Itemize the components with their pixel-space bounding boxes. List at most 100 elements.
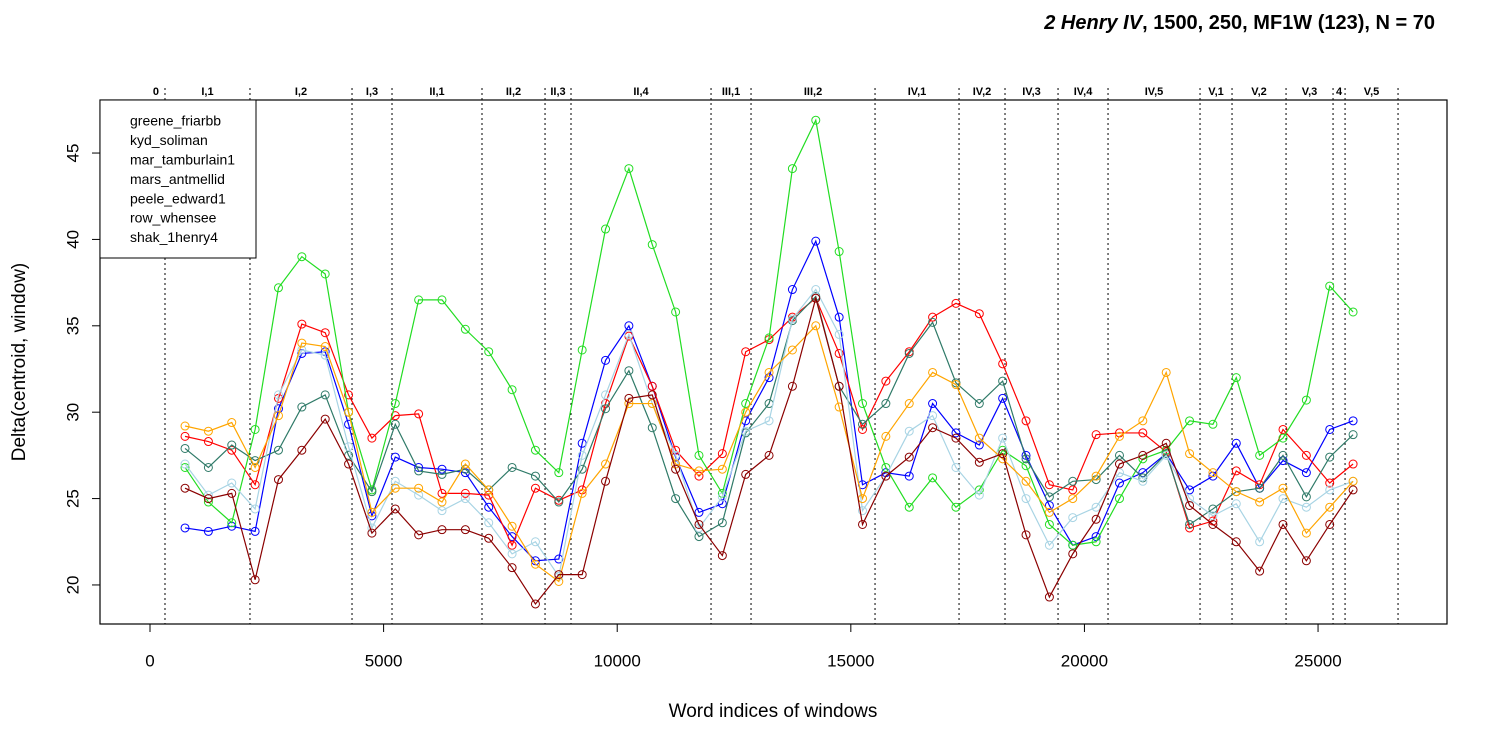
point	[367, 433, 377, 443]
x-tick-label: 0	[145, 651, 154, 670]
point	[834, 247, 844, 257]
x-tick-label: 20000	[1061, 651, 1108, 670]
point	[1348, 485, 1358, 495]
point	[1325, 452, 1335, 462]
point	[1138, 468, 1148, 478]
scene-label: IV,3	[1022, 86, 1041, 98]
scene-label: IV,5	[1145, 86, 1164, 98]
point	[858, 399, 868, 409]
point	[344, 390, 354, 400]
point	[1021, 530, 1031, 540]
scene-label: IV,2	[973, 86, 992, 98]
point	[1278, 433, 1288, 443]
point	[787, 381, 797, 391]
point	[601, 390, 611, 400]
point	[1255, 537, 1265, 547]
point	[1044, 492, 1054, 502]
legend-entry: greene_friarbb	[130, 113, 221, 129]
point	[881, 471, 891, 481]
point	[764, 416, 774, 426]
scene-label: II,2	[506, 86, 521, 98]
point	[881, 399, 891, 409]
point	[577, 570, 587, 580]
scene-label: 4	[1336, 86, 1343, 98]
point	[390, 504, 400, 514]
point	[577, 438, 587, 448]
scene-label: I,3	[366, 86, 378, 98]
point	[951, 298, 961, 308]
point	[273, 475, 283, 485]
chart-title: 2 Henry IV, 1500, 250, MF1W (123), N = 7…	[1043, 12, 1435, 34]
point	[881, 431, 891, 441]
point	[1301, 502, 1311, 512]
point	[741, 347, 751, 357]
y-tick-label: 25	[63, 489, 82, 508]
series	[180, 236, 1358, 566]
point	[741, 426, 751, 436]
point	[717, 499, 727, 509]
point	[414, 295, 424, 305]
point	[1138, 476, 1148, 486]
point	[203, 494, 213, 504]
point	[1114, 459, 1124, 469]
point	[647, 390, 657, 400]
scene-label: V,3	[1302, 86, 1318, 98]
point	[928, 411, 938, 421]
scene-label: III,1	[722, 86, 740, 98]
point	[1068, 540, 1078, 550]
point	[601, 404, 611, 414]
point	[484, 485, 494, 495]
point	[1161, 367, 1171, 377]
point	[694, 519, 704, 529]
point	[227, 478, 237, 488]
point	[437, 295, 447, 305]
point	[530, 471, 540, 481]
point	[203, 462, 213, 472]
y-tick-label: 30	[63, 403, 82, 422]
point	[811, 115, 821, 125]
point	[180, 523, 190, 533]
point	[1231, 466, 1241, 476]
point	[741, 407, 751, 417]
scene-label: IV,4	[1074, 86, 1093, 98]
point	[1278, 494, 1288, 504]
point	[928, 473, 938, 483]
point	[203, 437, 213, 447]
point	[530, 559, 540, 569]
point	[344, 442, 354, 452]
point	[1114, 494, 1124, 504]
point	[1348, 459, 1358, 469]
point	[951, 462, 961, 472]
point	[834, 312, 844, 322]
point	[1185, 449, 1195, 459]
series	[180, 321, 1358, 586]
legend-entry: peele_edward1	[130, 190, 226, 206]
point	[484, 347, 494, 357]
x-tick-label: 15000	[827, 651, 874, 670]
point	[297, 252, 307, 262]
point	[741, 469, 751, 479]
point	[320, 414, 330, 424]
series	[180, 115, 1358, 550]
point	[530, 445, 540, 455]
point	[998, 359, 1008, 369]
point	[1021, 416, 1031, 426]
point	[250, 462, 260, 472]
series-line	[184, 295, 1354, 605]
point	[577, 345, 587, 355]
x-axis-label: Word indices of windows	[669, 701, 878, 722]
point	[1301, 450, 1311, 460]
point	[1325, 478, 1335, 488]
point	[460, 459, 470, 469]
point	[273, 445, 283, 455]
point	[764, 333, 774, 343]
point	[624, 321, 634, 331]
point	[1348, 430, 1358, 440]
point	[928, 423, 938, 433]
point	[928, 312, 938, 322]
point	[1138, 416, 1148, 426]
point	[1231, 537, 1241, 547]
point	[460, 324, 470, 334]
point	[834, 348, 844, 358]
legend-entry: mar_tamburlain1	[130, 152, 235, 168]
